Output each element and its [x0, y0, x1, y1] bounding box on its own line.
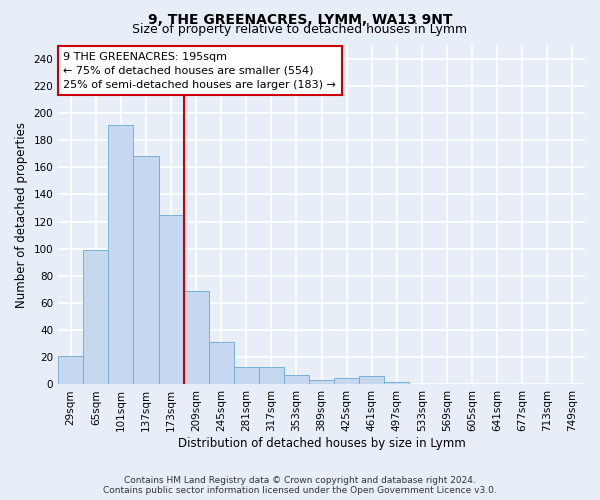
Bar [234, 367, 259, 384]
Bar [385, 382, 409, 384]
Y-axis label: Number of detached properties: Number of detached properties [15, 122, 28, 308]
Bar [309, 380, 334, 384]
Bar [284, 375, 309, 384]
X-axis label: Distribution of detached houses by size in Lymm: Distribution of detached houses by size … [178, 437, 466, 450]
Bar [133, 156, 158, 384]
Bar [58, 356, 83, 384]
Bar [83, 250, 109, 384]
Bar [209, 342, 234, 384]
Text: Contains HM Land Registry data © Crown copyright and database right 2024.
Contai: Contains HM Land Registry data © Crown c… [103, 476, 497, 495]
Text: 9 THE GREENACRES: 195sqm
← 75% of detached houses are smaller (554)
25% of semi-: 9 THE GREENACRES: 195sqm ← 75% of detach… [64, 52, 337, 90]
Bar [334, 378, 359, 384]
Bar [359, 376, 385, 384]
Text: 9, THE GREENACRES, LYMM, WA13 9NT: 9, THE GREENACRES, LYMM, WA13 9NT [148, 12, 452, 26]
Bar [259, 367, 284, 384]
Bar [158, 214, 184, 384]
Text: Size of property relative to detached houses in Lymm: Size of property relative to detached ho… [133, 22, 467, 36]
Bar [109, 125, 133, 384]
Bar [184, 291, 209, 384]
